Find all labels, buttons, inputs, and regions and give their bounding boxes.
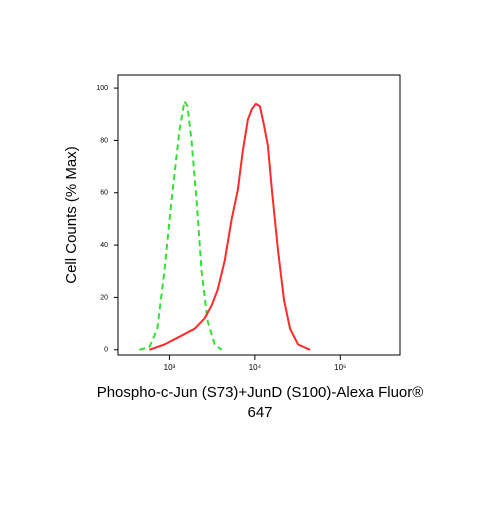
x-axis-label: 647 bbox=[247, 404, 272, 421]
x-tick-label: 10³ bbox=[164, 363, 176, 372]
y-tick-label: 40 bbox=[100, 242, 108, 249]
y-tick-label: 80 bbox=[100, 137, 108, 144]
plot-frame bbox=[117, 74, 401, 356]
x-tick-label: 10⁵ bbox=[334, 363, 346, 372]
series-line bbox=[149, 102, 311, 351]
series-line bbox=[139, 100, 223, 351]
y-tick-label: 100 bbox=[96, 85, 108, 92]
y-tick-label: 20 bbox=[100, 294, 108, 301]
y-tick-label: 60 bbox=[100, 190, 108, 197]
x-axis-label: Phospho-c-Jun (S73)+JunD (S100)-Alexa Fl… bbox=[97, 384, 424, 401]
y-axis-label: Cell Counts (% Max) bbox=[63, 146, 80, 284]
x-tick-label: 10⁴ bbox=[249, 363, 262, 372]
y-tick-label: 0 bbox=[104, 347, 108, 354]
